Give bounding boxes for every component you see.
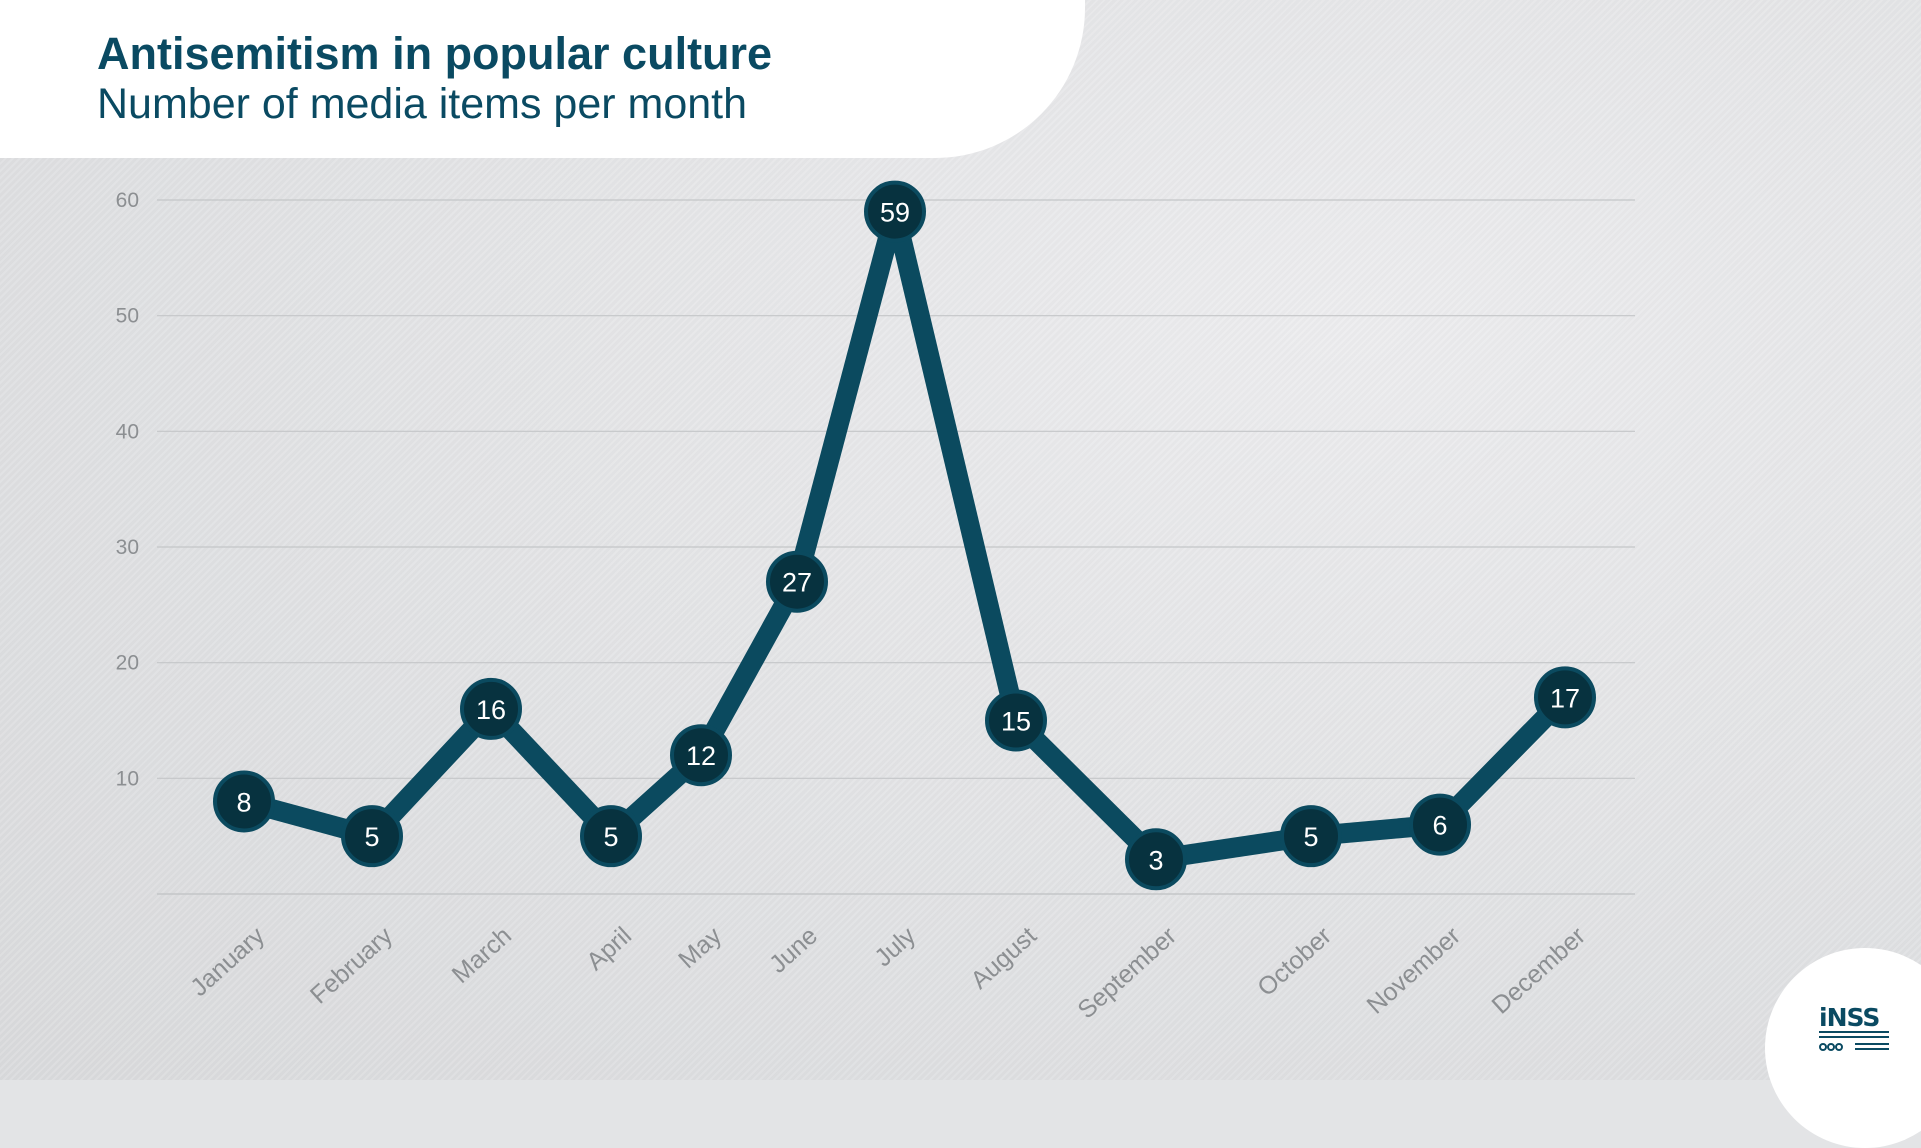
x-tick-label: July — [869, 921, 921, 972]
y-tick-label: 50 — [116, 305, 139, 328]
data-label: 5 — [1303, 822, 1318, 852]
data-label: 12 — [686, 741, 716, 771]
data-label: 59 — [880, 198, 910, 228]
x-tick-label: November — [1362, 922, 1466, 1020]
data-label: 17 — [1550, 683, 1580, 713]
background — [0, 0, 1921, 1080]
data-label: 16 — [476, 695, 506, 725]
data-point-marker — [1534, 666, 1596, 729]
y-tick-label: 10 — [116, 767, 139, 790]
inss-logo: iNSS — [1819, 1003, 1891, 1063]
chart-title: Antisemitism in popular culture — [97, 28, 773, 79]
data-point-marker — [580, 805, 642, 868]
x-tick-label: June — [764, 922, 823, 979]
data-label: 8 — [236, 787, 251, 817]
data-point-marker — [985, 689, 1047, 752]
data-point-marker — [341, 805, 403, 868]
y-tick-label: 20 — [116, 652, 139, 675]
data-label: 5 — [603, 822, 618, 852]
y-tick-label: 40 — [116, 420, 139, 443]
line-chart: 10 20 30 40 50 60 January February March April Ma… — [116, 180, 1635, 1024]
y-axis-ticks: 10 20 30 40 50 60 — [116, 189, 139, 790]
data-label: 6 — [1432, 811, 1447, 841]
x-axis-ticks: January February March April May June July Augu… — [185, 921, 1591, 1024]
data-label: 3 — [1148, 845, 1163, 875]
data-point-marker — [213, 770, 275, 833]
y-tick-label: 30 — [116, 536, 139, 559]
data-point-marker — [1409, 793, 1471, 856]
logo-mark-icon — [1819, 1031, 1889, 1051]
series-line — [234, 201, 1575, 870]
chart-subtitle: Number of media items per month — [97, 80, 748, 128]
x-tick-label: December — [1487, 922, 1591, 1020]
x-tick-label: May — [673, 921, 727, 974]
series-line-path — [234, 201, 1575, 870]
data-markers: 8 5 16 5 12 27 59 15 3 5 6 17 — [213, 180, 1596, 891]
data-point-marker — [1280, 805, 1342, 868]
data-point-marker — [864, 180, 926, 243]
data-point-marker — [460, 677, 522, 740]
data-point-marker — [670, 724, 732, 787]
x-tick-label: April — [581, 922, 637, 976]
title-panel — [0, 0, 1085, 158]
data-label: 15 — [1001, 707, 1031, 737]
y-tick-label: 60 — [116, 189, 139, 212]
x-tick-label: August — [965, 922, 1042, 995]
data-label: 5 — [364, 822, 379, 852]
data-point-marker — [1125, 828, 1187, 891]
x-tick-label: September — [1072, 922, 1182, 1025]
data-point-marker — [766, 550, 828, 613]
x-tick-label: March — [447, 922, 517, 989]
x-tick-label: January — [185, 921, 270, 1002]
logo-text: iNSS — [1819, 1003, 1880, 1032]
x-tick-label: February — [305, 921, 398, 1009]
data-label: 27 — [782, 568, 812, 598]
x-tick-label: October — [1252, 922, 1337, 1002]
gridlines — [157, 199, 1635, 895]
